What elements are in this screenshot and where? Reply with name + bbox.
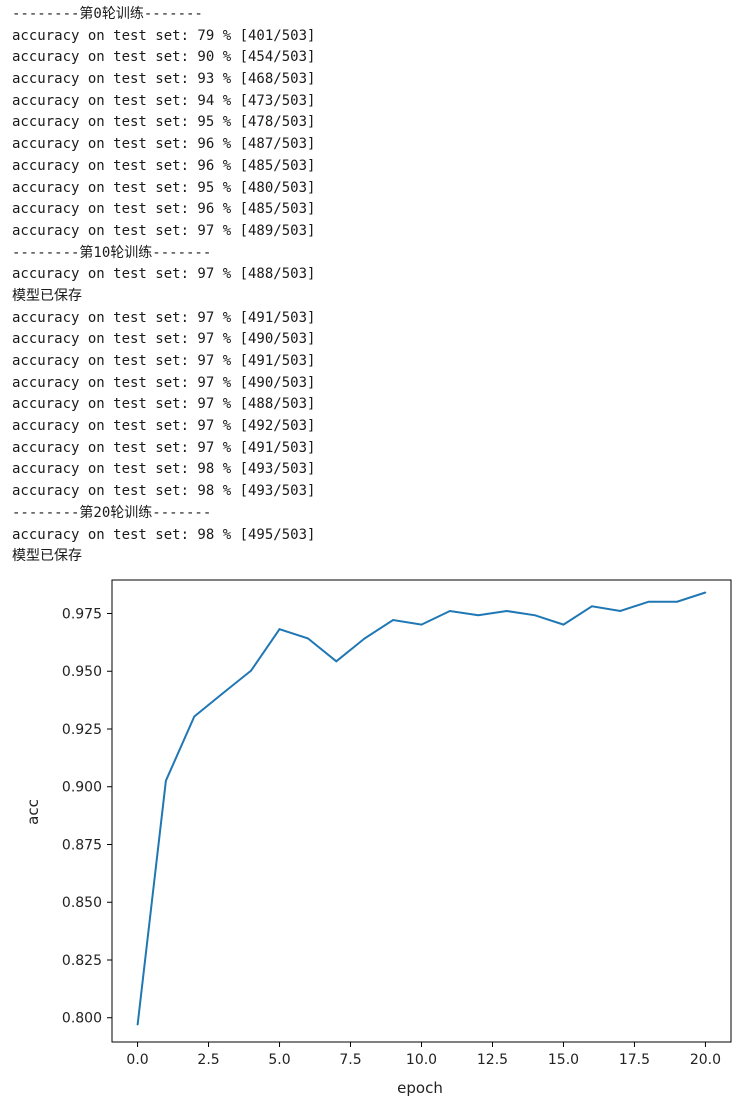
x-tick-label: 12.5 xyxy=(477,1052,508,1068)
console-line: accuracy on test set: 96 % [485/503] xyxy=(12,201,316,218)
y-tick-label: 0.975 xyxy=(62,606,102,622)
x-tick-label: 17.5 xyxy=(619,1052,650,1068)
data-point xyxy=(420,623,423,626)
data-point xyxy=(562,623,565,626)
plot-frame xyxy=(111,579,732,1043)
data-point xyxy=(363,637,366,640)
data-point xyxy=(250,669,252,672)
console-line: accuracy on test set: 93 % [468/503] xyxy=(12,71,316,88)
y-axis-label: acc xyxy=(24,799,42,825)
console-line: accuracy on test set: 97 % [490/503] xyxy=(12,331,316,348)
data-point xyxy=(307,637,309,640)
console-line: accuracy on test set: 94 % [473/503] xyxy=(12,92,316,109)
data-point xyxy=(449,610,451,612)
console-line: --------第0轮训练------- xyxy=(12,6,203,22)
data-point xyxy=(704,591,707,594)
data-point xyxy=(676,600,678,603)
y-tick-label: 0.950 xyxy=(62,664,102,680)
y-tick-label: 0.825 xyxy=(62,953,102,969)
data-point xyxy=(505,610,508,612)
data-point xyxy=(136,1023,139,1026)
console-line: accuracy on test set: 95 % [480/503] xyxy=(12,179,316,196)
console-line: 模型已保存 xyxy=(12,287,82,304)
y-tick-label: 0.800 xyxy=(62,1011,102,1027)
y-tick-label: 0.875 xyxy=(62,837,102,853)
data-point xyxy=(335,660,338,663)
x-axis: 0.0 2.5 5.0 7.5 10.0 12.5 15.0 17.5 20.0 xyxy=(126,1042,721,1068)
y-axis: 0.800 0.825 0.850 0.875 0.900 0.925 0.950 0.975 xyxy=(62,606,112,1027)
console-line: accuracy on test set: 97 % [490/503] xyxy=(12,374,316,391)
accuracy-chart-svg: 0.0 2.5 5.0 7.5 10.0 12.5 15.0 17.5 20.0 0.8000.… xyxy=(24,579,732,1097)
console-line: accuracy on test set: 96 % [485/503] xyxy=(12,157,316,174)
console-line: accuracy on test set: 97 % [488/503] xyxy=(12,266,316,283)
console-line: accuracy on test set: 98 % [495/503] xyxy=(12,526,316,543)
data-point xyxy=(278,628,281,631)
data-point xyxy=(221,692,224,695)
data-point xyxy=(392,619,394,621)
console-line: --------第10轮训练------- xyxy=(12,244,212,261)
data-point xyxy=(534,614,536,617)
console-output: --------第0轮训练------- accuracy on test set… xyxy=(12,4,732,568)
accuracy-chart: 0.0 2.5 5.0 7.5 10.0 12.5 15.0 17.5 20.0 0.800 0.… xyxy=(0,572,754,1101)
console-line: accuracy on test set: 98 % [493/503] xyxy=(12,483,316,500)
series-line xyxy=(136,591,706,1025)
x-tick-label: 2.5 xyxy=(197,1052,219,1068)
console-line: accuracy on test set: 98 % [493/503] xyxy=(12,461,316,478)
x-tick-label: 7.5 xyxy=(339,1052,361,1068)
data-point xyxy=(193,715,196,718)
console-line: accuracy on test set: 96 % [487/503] xyxy=(12,136,316,153)
x-tick-label: 5.0 xyxy=(268,1052,290,1068)
y-tick-label: 0.900 xyxy=(62,780,102,796)
console-line: accuracy on test set: 97 % [491/503] xyxy=(12,439,316,456)
x-tick-label: 10.0 xyxy=(406,1052,437,1068)
console-line: accuracy on test set: 95 % [478/503] xyxy=(12,114,316,131)
console-line: accuracy on test set: 79 % [401/503] xyxy=(12,27,316,44)
data-point xyxy=(165,779,167,782)
console-line: accuracy on test set: 97 % [488/503] xyxy=(12,396,316,413)
console-line: accuracy on test set: 97 % [491/503] xyxy=(12,309,316,326)
data-point xyxy=(591,605,593,608)
console-line: accuracy on test set: 97 % [492/503] xyxy=(12,418,316,435)
console-line: accuracy on test set: 97 % [489/503] xyxy=(12,222,316,239)
x-axis-label: epoch xyxy=(397,1079,443,1097)
console-line: --------第20轮训练------- xyxy=(12,504,212,521)
console-line: accuracy on test set: 97 % [491/503] xyxy=(12,353,316,369)
y-tick-label: 0.850 xyxy=(62,895,102,911)
x-tick-label: 0.0 xyxy=(126,1052,148,1068)
x-tick-label: 15.0 xyxy=(548,1052,579,1068)
console-line: 模型已保存 xyxy=(12,548,82,565)
console-line: accuracy on test set: 90 % [454/503] xyxy=(12,49,316,66)
data-point xyxy=(647,600,650,603)
data-point xyxy=(477,614,480,617)
y-tick-label: 0.925 xyxy=(62,722,102,738)
data-point xyxy=(619,610,622,612)
x-tick-label: 20.0 xyxy=(690,1052,721,1068)
series-points xyxy=(136,591,707,1026)
